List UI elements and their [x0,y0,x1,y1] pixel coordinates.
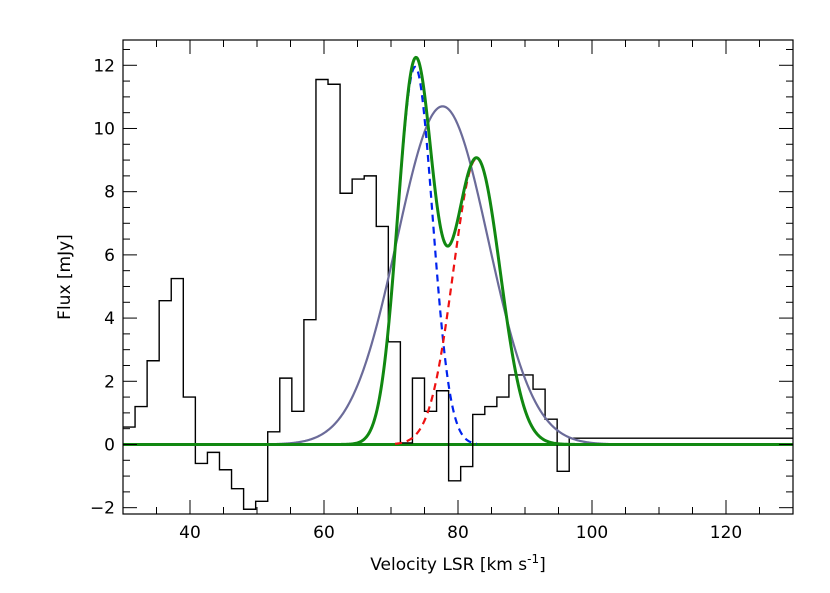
x-tick-label: 60 [313,523,335,543]
x-axis-label: Velocity LSR [km s-1] [370,552,545,575]
y-tick-label: 6 [104,246,115,266]
axes-layer [122,39,794,515]
x-tick-label: 120 [710,523,742,543]
y-tick-label: −2 [90,499,115,519]
y-tick-label: 8 [104,183,115,203]
x-axis-label-main: Velocity LSR [km s [370,555,527,575]
x-tick-label: 100 [576,523,608,543]
broad-gaussian-fit-line [123,105,793,446]
y-tick-label: 10 [93,119,115,139]
data-layer [123,55,793,510]
plot-frame [122,39,794,515]
labels-layer: Velocity LSR [km s-1] Flux [mJy] 40 60 80 1… [55,56,742,575]
x-tick-label: 80 [447,523,469,543]
y-axis-label: Flux [mJy] [55,234,75,320]
y-tick-label: 12 [93,56,115,76]
y-tick-label: 2 [104,372,115,392]
y-tick-label: 0 [104,435,115,455]
component-1-dashed-line [353,65,477,445]
total-fit-line [123,55,793,446]
x-axis-label-suffix: ] [539,555,546,575]
x-axis-label-superscript: -1 [527,552,539,566]
x-tick-label: 40 [179,523,201,543]
y-tick-label: 4 [104,309,115,329]
